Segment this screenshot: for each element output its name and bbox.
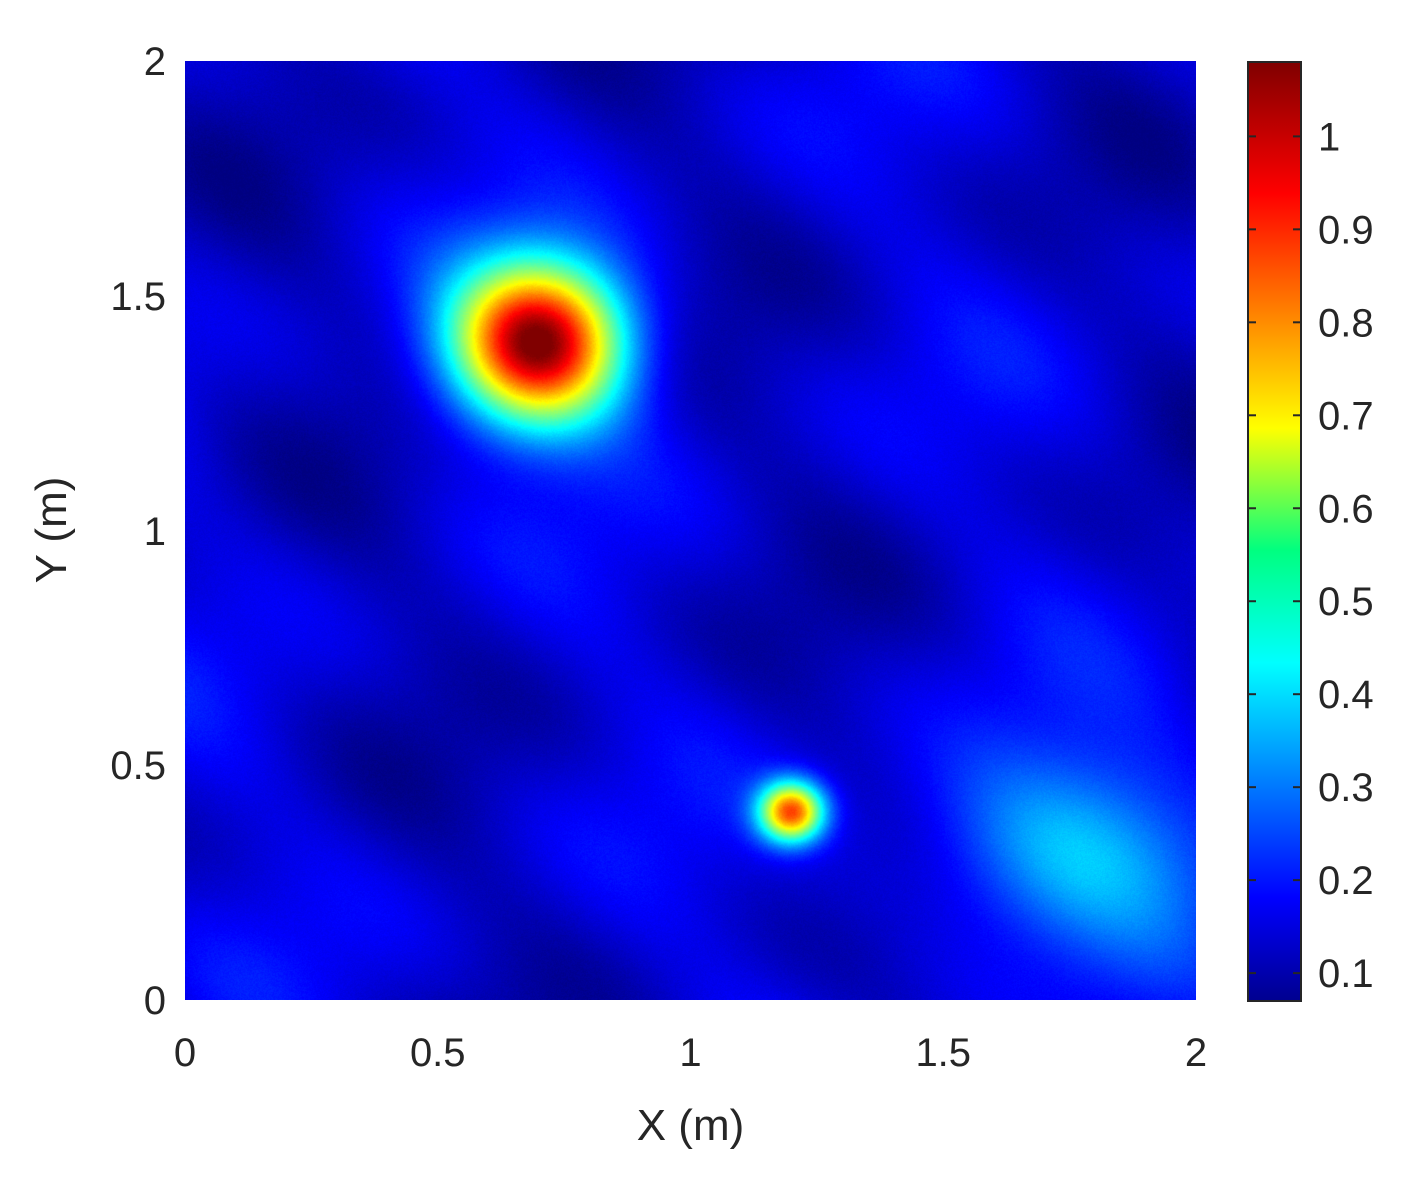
colorbar-tick-label: 0.8	[1318, 301, 1374, 345]
y-tick-label: 0.5	[110, 744, 166, 788]
y-axis-label: Y (m)	[27, 477, 76, 584]
x-tick-label: 1	[679, 1031, 701, 1075]
x-tick-label: 2	[1185, 1031, 1207, 1075]
y-tick-label: 2	[144, 40, 166, 84]
colorbar: 0.1 0.2 0.3 0.4 0.5 0.6 0.7 0.8 0.9 1	[1247, 61, 1374, 1002]
heatmap-image	[185, 61, 1196, 1000]
x-tick-label: 1.5	[915, 1031, 971, 1075]
y-tick-label: 1.5	[110, 275, 166, 319]
x-axis: 0 0.5 1 1.5 2 X (m)	[174, 1031, 1207, 1150]
colorbar-ticks: 0.1 0.2 0.3 0.4 0.5 0.6 0.7 0.8 0.9 1	[1248, 115, 1374, 996]
colorbar-gradient	[1247, 61, 1302, 1002]
x-tick-label: 0	[174, 1031, 196, 1075]
y-tick-label: 0	[144, 979, 166, 1023]
colorbar-tick-label: 0.7	[1318, 394, 1374, 438]
colorbar-tick-label: 0.6	[1318, 487, 1374, 531]
y-tick-label: 1	[144, 510, 166, 554]
colorbar-tick-label: 0.9	[1318, 208, 1374, 252]
colorbar-tick-label: 0.2	[1318, 859, 1374, 903]
plot-area	[185, 61, 1196, 1000]
colorbar-tick-label: 1	[1318, 115, 1340, 159]
x-tick-label: 0.5	[410, 1031, 466, 1075]
y-axis: 0 0.5 1 1.5 2 Y (m)	[27, 40, 166, 1023]
colorbar-tick-label: 0.1	[1318, 952, 1374, 996]
colorbar-tick-label: 0.5	[1318, 580, 1374, 624]
colorbar-tick-label: 0.3	[1318, 766, 1374, 810]
x-axis-label: X (m)	[637, 1101, 745, 1150]
colorbar-tick-label: 0.4	[1318, 673, 1374, 717]
